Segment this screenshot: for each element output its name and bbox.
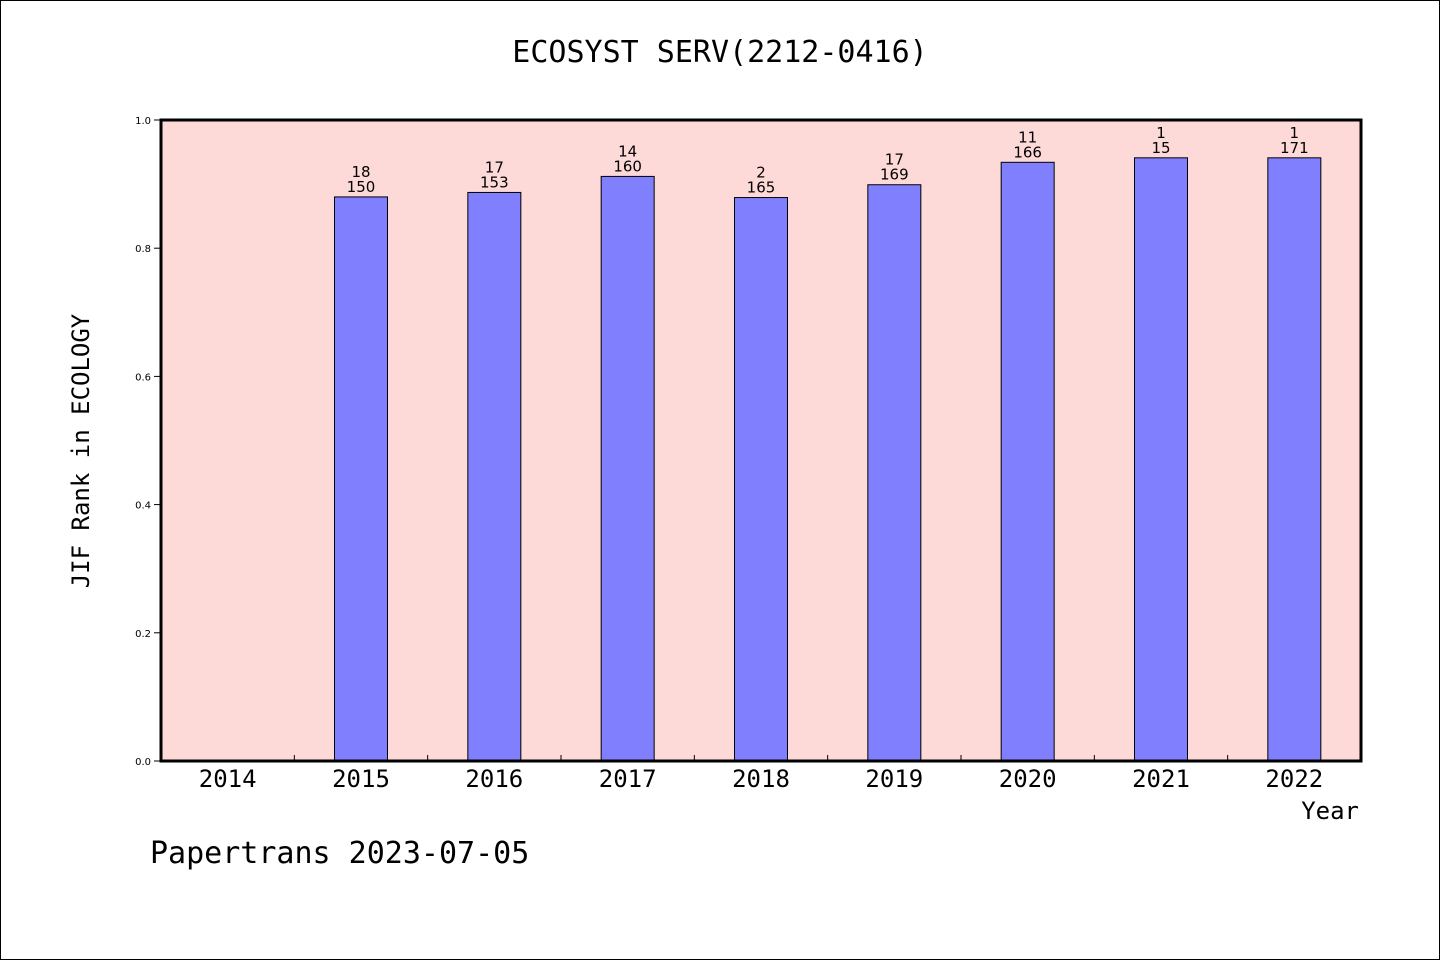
x-tick-label: 2020 — [999, 765, 1057, 793]
plot-border — [159, 118, 1363, 763]
bar-label-total: 160 — [613, 157, 642, 175]
y-tick-label: 0.2 — [135, 629, 151, 640]
bar — [1267, 157, 1322, 762]
chart-title: ECOSYST SERV(2212-0416) — [512, 35, 928, 70]
bar — [467, 191, 522, 762]
bar-label-total: 165 — [747, 179, 776, 197]
bar-label-total: 15 — [1151, 139, 1170, 157]
x-tick-label: 2016 — [465, 765, 523, 793]
x-axis-label: Year — [1301, 797, 1359, 825]
y-tick-label: 0.0 — [135, 757, 151, 768]
y-tick-label: 0.6 — [135, 372, 151, 383]
x-tick-label: 2014 — [199, 765, 257, 793]
bar-label-rank: 17 — [485, 158, 504, 176]
y-tick-label: 0.8 — [135, 244, 151, 255]
bar — [1134, 157, 1188, 762]
bar-label-total: 171 — [1280, 139, 1309, 157]
bar — [1000, 161, 1055, 762]
bar-label-total: 166 — [1013, 143, 1042, 161]
bar-label-rank: 1 — [1290, 124, 1300, 142]
bar-label-total: 169 — [880, 166, 909, 184]
x-tick-label: 2017 — [599, 765, 657, 793]
x-tick-label: 2015 — [332, 765, 390, 793]
bar — [867, 184, 922, 762]
x-tick-label: 2019 — [865, 765, 923, 793]
x-tick-label: 2022 — [1265, 765, 1323, 793]
bar — [600, 175, 655, 762]
bar-label-rank: 11 — [1018, 128, 1037, 146]
bar-label-rank: 14 — [618, 142, 637, 160]
x-tick-label: 2018 — [732, 765, 790, 793]
y-tick-label: 1.0 — [135, 116, 151, 127]
bar-label-rank: 17 — [885, 151, 904, 169]
bar-label-total: 153 — [480, 173, 509, 191]
bar-label-rank: 1 — [1156, 124, 1166, 142]
bar — [734, 197, 788, 762]
bar — [334, 196, 388, 762]
bar-label-rank: 18 — [351, 163, 370, 181]
footer-credit: Papertrans 2023-07-05 — [150, 836, 530, 871]
bar-label-total: 150 — [347, 178, 376, 196]
y-tick-label: 0.4 — [135, 501, 151, 512]
bar-label-rank: 2 — [756, 164, 766, 182]
x-tick-label: 2021 — [1132, 765, 1190, 793]
